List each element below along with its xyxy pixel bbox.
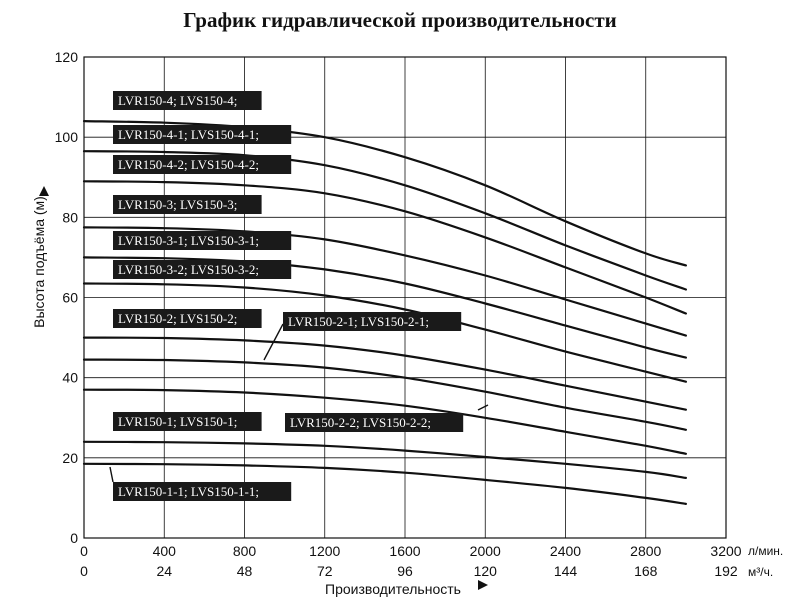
series-label-box (113, 412, 262, 431)
x-tick-label-secondary: 72 (317, 563, 333, 579)
y-tick-label: 100 (55, 129, 79, 145)
series-label-box (113, 260, 292, 279)
series-label-box (113, 155, 292, 174)
series-label-box (283, 312, 462, 331)
x-unit-secondary: м³/ч. (748, 565, 773, 579)
series-label: LVR150-1; LVS150-1; (118, 414, 237, 429)
series-label: LVR150-3-2; LVS150-3-2; (118, 262, 259, 277)
series-label: LVR150-2-1; LVS150-2-1; (288, 314, 429, 329)
curve-series-4 (82, 256, 687, 359)
leader-line (477, 404, 489, 411)
x-tick-label-secondary: 144 (554, 563, 578, 579)
leader-line (109, 466, 114, 483)
curve-series-6 (82, 336, 687, 411)
x-tick-label-secondary: 48 (237, 563, 253, 579)
curve-series-2 (82, 180, 687, 315)
series-label-box (113, 195, 262, 214)
series-label-box (285, 413, 464, 432)
curve-series-5 (82, 282, 687, 383)
series-label: LVR150-3-1; LVS150-3-1; (118, 233, 259, 248)
performance-curves (82, 120, 687, 505)
y-tick-label: 60 (62, 290, 78, 306)
label-leader-lines (109, 323, 489, 483)
x-tick-label-primary: 1600 (389, 543, 420, 559)
x-tick-label-primary: 1200 (309, 543, 340, 559)
y-tick-label: 40 (62, 370, 78, 386)
series-label-box (113, 231, 292, 250)
leader-line (263, 323, 284, 361)
curve-series-7 (82, 358, 687, 431)
curve-series-1 (82, 150, 687, 291)
curve-series-3 (82, 226, 687, 337)
series-label: LVR150-4-2; LVS150-4-2; (118, 157, 259, 172)
y-tick-label: 0 (70, 530, 78, 546)
series-label-box (113, 91, 262, 110)
x-axis-label: Производительность (325, 581, 461, 597)
x-tick-label-secondary: 0 (80, 563, 88, 579)
series-label: LVR150-4-1; LVS150-4-1; (118, 127, 259, 142)
chart-title: График гидравлической производительности (183, 8, 617, 32)
series-label: LVR150-4; LVS150-4; (118, 93, 237, 108)
y-tick-label: 80 (62, 209, 78, 225)
y-tick-label: 20 (62, 450, 78, 466)
curve-series-0 (82, 120, 687, 267)
series-label: LVR150-2-2; LVS150-2-2; (290, 415, 431, 430)
x-tick-label-secondary: 120 (474, 563, 498, 579)
x-unit-primary: л/мин. (748, 544, 783, 558)
x-tick-label-primary: 2800 (630, 543, 661, 559)
curve-series-8 (82, 388, 687, 455)
x-tick-label-primary: 3200 (710, 543, 741, 559)
x-tick-label-secondary: 96 (397, 563, 413, 579)
series-label-box (113, 125, 292, 144)
curve-series-9 (82, 440, 687, 479)
x-tick-label-secondary: 24 (156, 563, 172, 579)
y-tick-label: 120 (55, 49, 79, 65)
x-tick-label-primary: 0 (80, 543, 88, 559)
curve-series-10 (82, 462, 687, 505)
series-label: LVR150-2; LVS150-2; (118, 311, 237, 326)
x-tick-label-secondary: 168 (634, 563, 658, 579)
series-label: LVR150-1-1; LVS150-1-1; (118, 484, 259, 499)
series-label-box (113, 309, 262, 328)
x-tick-label-primary: 2400 (550, 543, 581, 559)
x-axis-arrow-icon (478, 580, 488, 590)
y-axis-label: Высота подъёма (м) (31, 196, 47, 328)
series-labels: LVR150-4; LVS150-4; LVR150-4-1; LVS150-4-… (113, 91, 464, 501)
y-axis-arrow-icon (39, 186, 49, 196)
x-tick-label-secondary: 192 (714, 563, 738, 579)
x-tick-label-primary: 2000 (470, 543, 501, 559)
series-label-box (113, 482, 292, 501)
series-label: LVR150-3; LVS150-3; (118, 197, 237, 212)
x-tick-label-primary: 400 (153, 543, 177, 559)
x-tick-label-primary: 800 (233, 543, 257, 559)
